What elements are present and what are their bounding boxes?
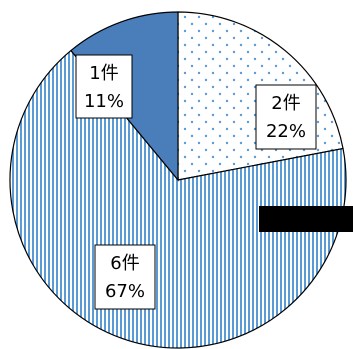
slice-count-label: 1件	[89, 63, 118, 84]
redaction-bar	[259, 206, 353, 232]
slice-percent-label: 22%	[266, 121, 306, 142]
slice-label-box	[75, 54, 133, 119]
slice-count-label: 6件	[110, 253, 139, 274]
pie-slices	[9, 11, 347, 349]
slice-label-box	[94, 244, 156, 310]
pie-slice-2	[9, 49, 347, 349]
slice-percent-label: 67%	[105, 281, 145, 302]
slice-count-label: 2件	[271, 93, 300, 114]
slice-percent-label: 11%	[84, 91, 124, 112]
slice-label-box	[255, 84, 317, 150]
